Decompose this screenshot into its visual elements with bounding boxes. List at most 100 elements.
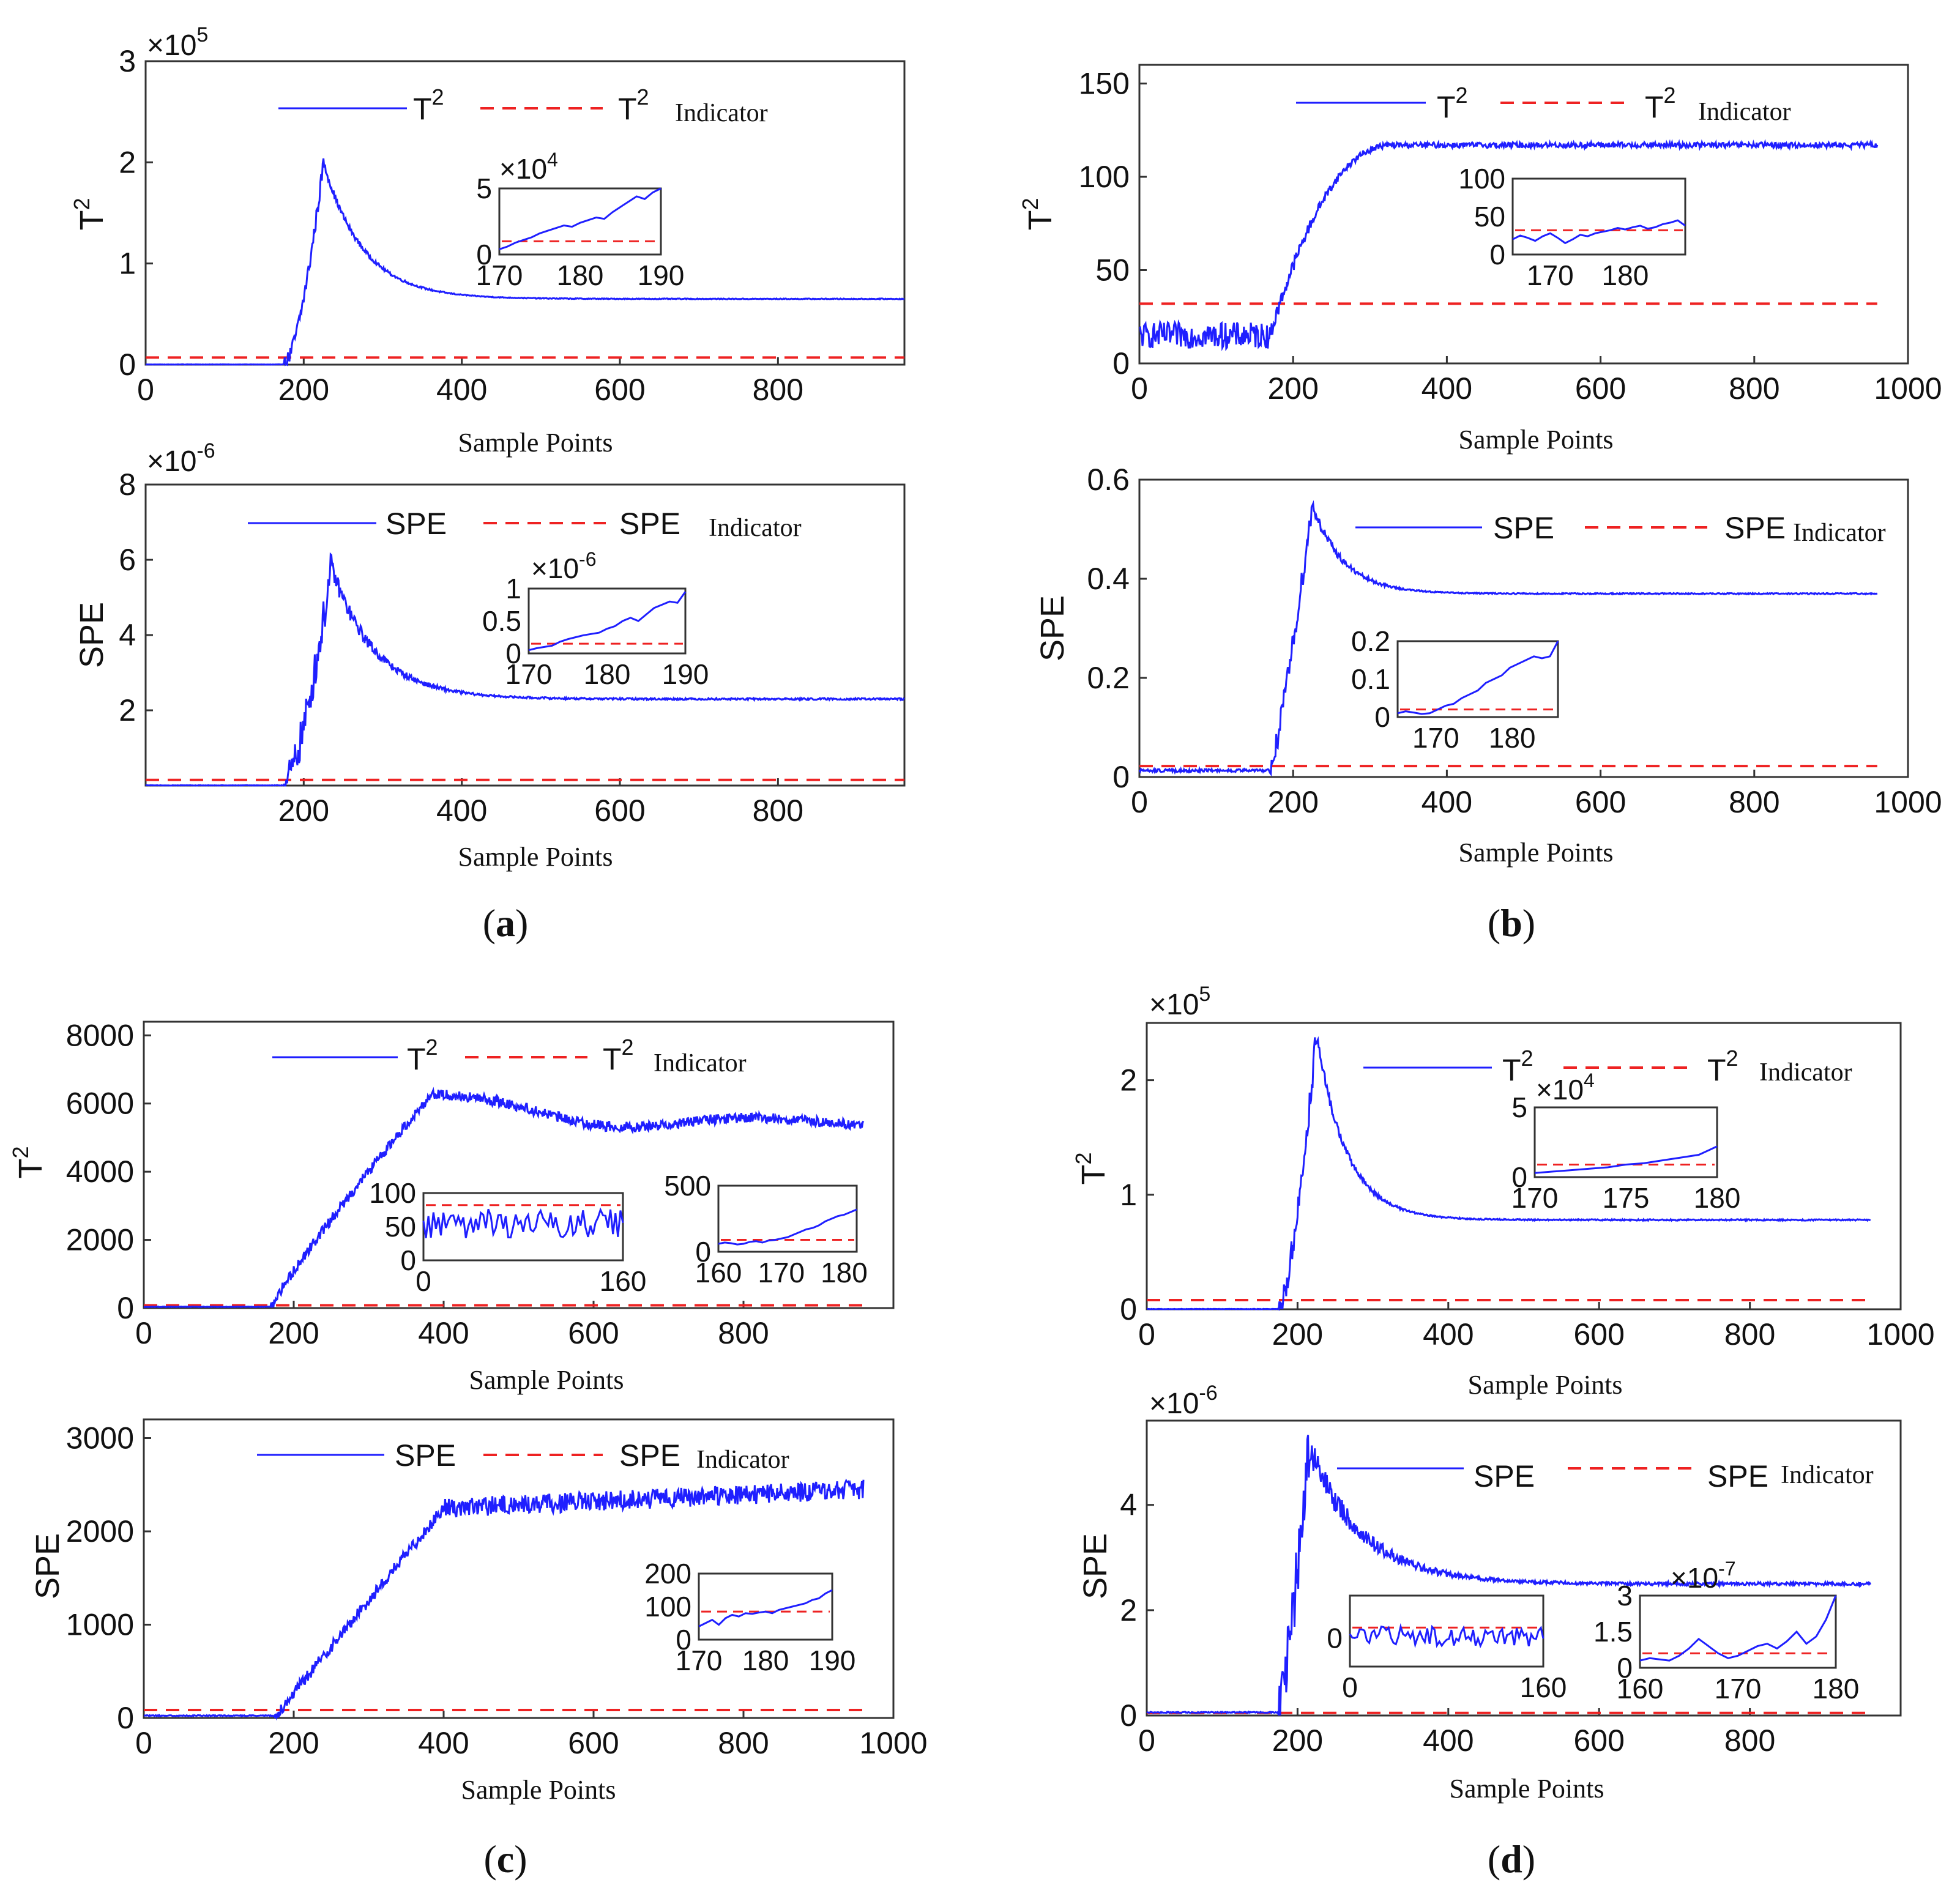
plot-frame	[1138, 478, 1909, 778]
plot-frame	[1138, 64, 1909, 365]
y-tick-label: 0	[1112, 760, 1130, 794]
inset-y-tick-label: 0	[1489, 239, 1505, 270]
inset-exponent: ×10-6	[531, 548, 597, 584]
plot-frame	[1146, 1022, 1902, 1310]
x-tick-label: 600	[1575, 371, 1626, 406]
inset-x-tick-label: 170	[758, 1257, 805, 1288]
y-tick-label: 2	[1120, 1063, 1137, 1098]
spe-series-line	[1146, 1435, 1872, 1716]
x-tick-label: 400	[1422, 785, 1472, 819]
caption-c: (c)	[483, 1837, 527, 1881]
y-tick-group: 0 50 100 150	[1079, 67, 1147, 381]
legend-spe-label: SPE	[395, 1438, 456, 1473]
spe-series-line	[1138, 500, 1878, 777]
x-tick-label: 600	[594, 794, 645, 828]
x-tick-label: 1000	[1874, 785, 1942, 819]
legend-indicator-label: T2	[603, 1035, 634, 1076]
inset-x-tick-label: 160	[695, 1257, 742, 1288]
y-tick-group: 0 1 2	[1120, 1063, 1154, 1326]
inset-x-tick-label: 170	[505, 658, 553, 690]
legend: SPE SPE Indicator	[248, 507, 802, 542]
chart-d-t2: 0 200 400 600 800 1000 0 1 2 Sample Points T2 ×…	[1071, 983, 1935, 1400]
inset-y-tick-label: 0	[1374, 701, 1390, 733]
x-tick-label: 200	[268, 1726, 319, 1760]
chart-c-t2: 0 200 400 600 800 0 2000 4000 6000 8000 Sample P…	[8, 1018, 895, 1395]
inset-frame	[1639, 1594, 1837, 1669]
t2-series-line	[145, 158, 905, 366]
inset-x-ticks: 170 180	[1527, 259, 1649, 291]
y-tick-label: 3000	[66, 1421, 134, 1455]
inset-y-tick-label: 0	[676, 1624, 691, 1656]
y-tick-label: 4	[119, 618, 136, 652]
inset-frame	[1511, 177, 1686, 256]
chart-a-spe: 200 400 600 800 2 4 6 8 Sample Points SPE ×10-…	[73, 439, 906, 872]
y-tick-label: 2000	[66, 1223, 134, 1257]
inset-x-ticks: 170 175 180	[1511, 1182, 1741, 1214]
y-tick-label: 4000	[66, 1154, 134, 1189]
x-tick-label: 0	[135, 1726, 152, 1760]
legend-spe-label: SPE	[1493, 511, 1554, 545]
inset-frame	[1396, 640, 1559, 718]
x-tick-label: 0	[1131, 785, 1148, 819]
inset-frame	[717, 1184, 858, 1253]
inset-x-tick-label: 0	[1342, 1671, 1358, 1703]
inset-x-tick-label: 170	[1412, 722, 1459, 754]
inset-y-ticks: 05	[476, 173, 492, 270]
inset-x-tick-label: 175	[1603, 1182, 1650, 1214]
x-axis-label: Sample Points	[458, 428, 613, 458]
legend-indicator-label: SPE	[619, 1438, 680, 1473]
inset-x-tick-label: 170	[1511, 1182, 1559, 1214]
y-tick-label: 0.6	[1087, 463, 1130, 497]
inset-exponent: ×10-7	[1671, 1558, 1736, 1594]
y-tick-label: 2	[119, 693, 136, 727]
inset-x-tick-label: 180	[1694, 1182, 1741, 1214]
inset-y-tick-label: 0	[695, 1236, 711, 1268]
inset-x-tick-label: 160	[1520, 1671, 1567, 1703]
x-tick-label: 0	[137, 373, 154, 407]
x-tick-label: 200	[1272, 1723, 1323, 1758]
legend: T2 T2 Indicator	[278, 84, 768, 127]
legend-indicator-word: Indicator	[1759, 1058, 1852, 1087]
plot-frame	[143, 1418, 895, 1719]
y-tick-label: 0.2	[1087, 661, 1130, 695]
inset-chart-fault: 160 170 180 0 500	[664, 1170, 868, 1288]
x-tick-label: 600	[568, 1316, 619, 1350]
y-axis-label: T2	[69, 198, 110, 230]
x-axis-label: Sample Points	[458, 842, 613, 872]
x-tick-label: 800	[1724, 1723, 1775, 1758]
x-tick-label: 800	[753, 373, 803, 407]
x-tick-label: 0	[1138, 1723, 1155, 1758]
y-tick-group: 0 1000 2000 3000	[66, 1421, 151, 1735]
legend-indicator-label: T2	[1645, 83, 1676, 124]
inset-x-ticks: 170 180	[1412, 722, 1536, 754]
chart-b-spe: 0 200 400 600 800 1000 0 0.2 0.4 0.6 Sample Poin…	[1034, 463, 1942, 868]
x-tick-label: 400	[1423, 1723, 1474, 1758]
t2-series-line	[1139, 139, 1879, 352]
inset-y-tick-label: 1.5	[1593, 1616, 1633, 1648]
legend: SPE SPE Indicator	[257, 1438, 789, 1474]
y-tick-label: 3	[119, 44, 136, 78]
y-tick-label: 1	[1120, 1178, 1137, 1212]
x-tick-label: 800	[1729, 371, 1779, 406]
inset-y-ticks: 00.51	[482, 573, 521, 669]
inset-x-ticks: 0 160	[1342, 1671, 1567, 1703]
inset-x-ticks: 160 170 180	[695, 1257, 868, 1288]
inset-frame	[698, 1572, 833, 1641]
legend-t2-label: T2	[413, 84, 444, 126]
inset-y-tick-label: 50	[385, 1211, 416, 1243]
y-tick-label: 0	[117, 1291, 134, 1325]
legend-indicator-word: Indicator	[1793, 519, 1886, 547]
x-tick-label: 600	[1575, 785, 1626, 819]
y-axis-label: SPE	[1034, 595, 1071, 661]
legend-spe-label: SPE	[1474, 1459, 1535, 1493]
inset-x-ticks: 170 180 190	[676, 1645, 856, 1676]
x-tick-label: 600	[594, 373, 645, 407]
inset-y-ticks: 0 500	[664, 1170, 711, 1268]
caption-d: (d)	[1488, 1837, 1535, 1881]
inset-x-ticks: 0 160	[415, 1265, 646, 1297]
inset-y-tick-label: 0.2	[1351, 625, 1390, 657]
legend-indicator-word: Indicator	[675, 99, 768, 127]
x-tick-label: 600	[568, 1726, 619, 1760]
